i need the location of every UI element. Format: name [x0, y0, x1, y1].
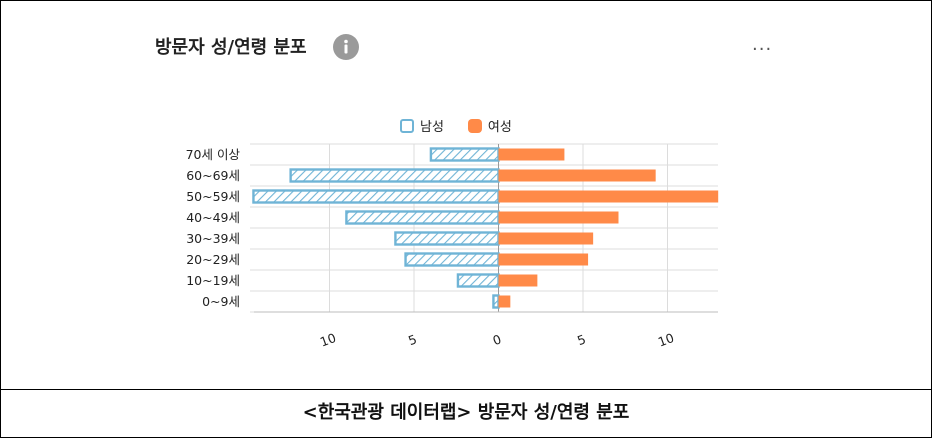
bar-male [394, 231, 500, 246]
bar-male [456, 273, 500, 288]
y-tick-label: 70세 이상 [186, 147, 241, 162]
bar-female [498, 253, 589, 266]
more-icon[interactable]: ... [752, 34, 773, 55]
y-tick-label: 40~49세 [186, 210, 240, 225]
bar-male [429, 147, 500, 162]
caption-divider [1, 389, 931, 390]
chart-title: 방문자 성/연령 분포 [155, 37, 307, 58]
x-tick-label: 5 [575, 331, 588, 348]
legend-label-female: 여성 [487, 120, 512, 135]
bar-male [252, 189, 500, 204]
x-tick-label: 10 [656, 330, 676, 350]
bar-female [498, 232, 594, 245]
y-tick-label: 50~59세 [186, 189, 240, 204]
y-tick-label: 0~9세 [202, 294, 240, 309]
legend-swatch-female [467, 118, 482, 133]
x-tick-label: 10 [318, 330, 338, 350]
bar-female [498, 295, 511, 308]
legend-item-female[interactable]: 여성 [467, 116, 512, 135]
bar-male [492, 294, 500, 309]
y-tick-label: 60~69세 [186, 168, 240, 183]
bar-male [289, 168, 500, 183]
bar-female [498, 274, 538, 287]
y-tick-label: 10~19세 [186, 273, 240, 288]
x-tick-label: 5 [406, 331, 419, 348]
bar-female [498, 190, 719, 203]
bar-female [498, 169, 656, 182]
x-tick-label: 0 [491, 331, 504, 348]
figure-caption: <한국관광 데이터랩> 방문자 성/연령 분포 [302, 402, 630, 423]
bar-male [345, 210, 500, 225]
info-icon[interactable] [333, 34, 359, 60]
legend: 남성 여성 [400, 116, 512, 135]
legend-label-male: 남성 [420, 120, 444, 135]
legend-item-male[interactable]: 남성 [400, 116, 444, 135]
bar-female [498, 211, 619, 224]
y-tick-label: 30~39세 [186, 231, 240, 246]
legend-swatch-male [400, 118, 414, 133]
y-tick-label: 20~29세 [186, 252, 240, 267]
bar-female [498, 148, 565, 161]
bar-male [404, 252, 500, 267]
